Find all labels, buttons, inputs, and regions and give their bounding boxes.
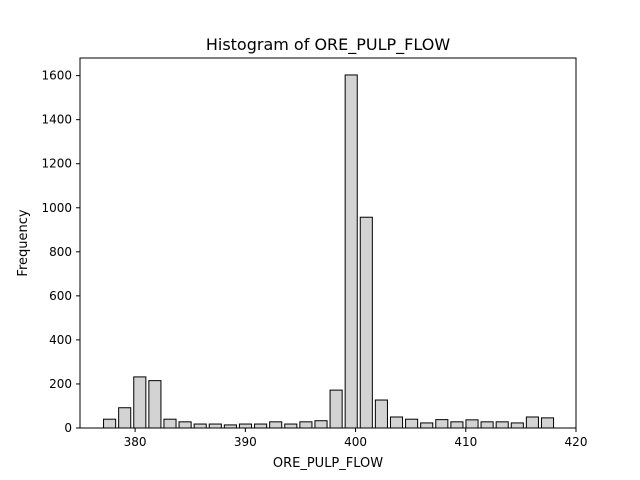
histogram-bar	[133, 376, 147, 429]
y-tick-label: 800	[49, 245, 72, 259]
histogram-bar	[435, 419, 449, 429]
y-axis-label: Frequency	[16, 209, 31, 276]
histogram-bar	[238, 423, 253, 429]
histogram-bar	[118, 407, 132, 429]
y-tick-label: 0	[64, 421, 72, 435]
bars-group	[103, 74, 555, 429]
histogram-bar	[208, 423, 222, 429]
histogram-bar	[465, 419, 479, 429]
histogram-bar	[374, 399, 388, 429]
histogram-bar	[299, 421, 313, 429]
histogram-bar	[510, 422, 524, 429]
x-tick-label: 410	[454, 435, 477, 449]
y-tick-label: 1200	[41, 157, 72, 171]
y-tick-label: 400	[49, 333, 72, 347]
plot-frame	[79, 57, 577, 429]
x-tick-label: 390	[234, 435, 257, 449]
histogram-bar	[163, 418, 177, 429]
histogram-bar	[359, 216, 373, 429]
chart-title: Histogram of ORE_PULP_FLOW	[206, 35, 450, 55]
histogram-bar	[284, 423, 298, 429]
histogram-bar	[269, 421, 283, 429]
x-axis-ticks: 380 390 400 410 420	[124, 428, 588, 449]
histogram-bar	[254, 423, 268, 429]
histogram-bar	[525, 416, 539, 429]
y-tick-label: 1600	[41, 69, 72, 83]
x-tick-label: 400	[344, 435, 367, 449]
histogram-bar	[405, 418, 419, 429]
y-axis-ticks: 0 200 400 600 800 1000 1200 1400 1600	[41, 69, 80, 435]
histogram-bar	[540, 417, 555, 429]
x-tick-label: 420	[565, 435, 588, 449]
histogram-bar	[344, 74, 358, 429]
x-axis-label: ORE_PULP_FLOW	[273, 456, 383, 471]
y-tick-label: 1400	[41, 113, 72, 127]
histogram-bar	[495, 421, 509, 429]
histogram-bar	[178, 421, 192, 429]
histogram-bar	[480, 421, 494, 429]
histogram-bar	[103, 418, 117, 429]
x-tick-label: 380	[124, 435, 147, 449]
histogram-bar	[420, 422, 434, 429]
histogram-bar	[314, 420, 328, 429]
y-tick-label: 1000	[41, 201, 72, 215]
histogram-bar	[450, 421, 464, 429]
y-tick-label: 600	[49, 289, 72, 303]
y-tick-label: 200	[49, 377, 72, 391]
histogram-bar	[148, 380, 162, 429]
histogram-bar	[329, 389, 343, 429]
histogram-bar	[389, 416, 404, 429]
histogram-bar	[193, 423, 207, 429]
